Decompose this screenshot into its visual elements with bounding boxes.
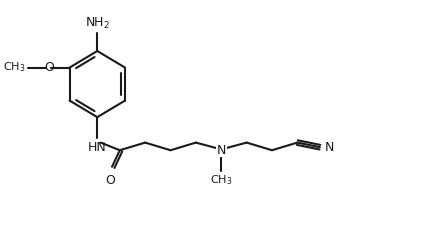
Text: O: O: [105, 173, 115, 186]
Text: HN: HN: [88, 141, 106, 154]
Text: N: N: [216, 144, 226, 157]
Text: CH$_3$: CH$_3$: [3, 61, 26, 74]
Text: CH$_3$: CH$_3$: [210, 173, 233, 186]
Text: N: N: [325, 141, 334, 154]
Text: NH$_2$: NH$_2$: [85, 16, 110, 31]
Text: O: O: [44, 61, 54, 74]
